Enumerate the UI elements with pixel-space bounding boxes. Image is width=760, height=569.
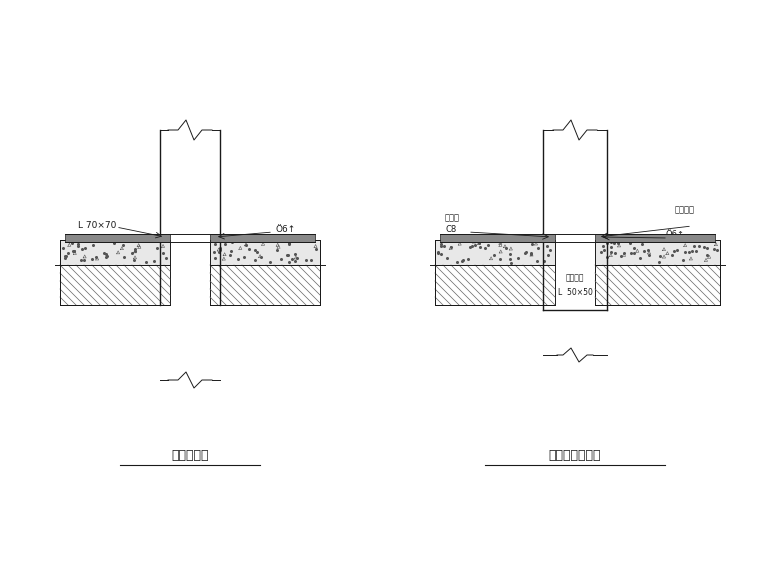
Bar [435,240,555,265]
Text: Ö6↑: Ö6↑ [665,230,684,239]
Bar [65,234,170,242]
Text: L 70×70: L 70×70 [78,221,116,229]
Bar [210,265,320,305]
Bar [60,265,170,305]
Text: 型角钢框: 型角钢框 [565,274,584,282]
Bar [595,265,720,305]
Text: Ö6↑: Ö6↑ [275,225,295,233]
Text: 翻位连接: 翻位连接 [675,205,695,214]
Text: 风管穿楼板: 风管穿楼板 [171,448,209,461]
Text: C8: C8 [445,225,456,234]
Bar [595,240,720,265]
Text: 竖风道上接风管: 竖风道上接风管 [549,448,601,461]
Bar [440,234,555,242]
Bar [210,240,320,265]
Bar [595,234,715,242]
Bar [60,240,170,265]
Bar [210,234,315,242]
Bar [435,265,555,305]
Text: L  50×50: L 50×50 [558,287,593,296]
Text: 槽钢框: 槽钢框 [445,213,460,222]
